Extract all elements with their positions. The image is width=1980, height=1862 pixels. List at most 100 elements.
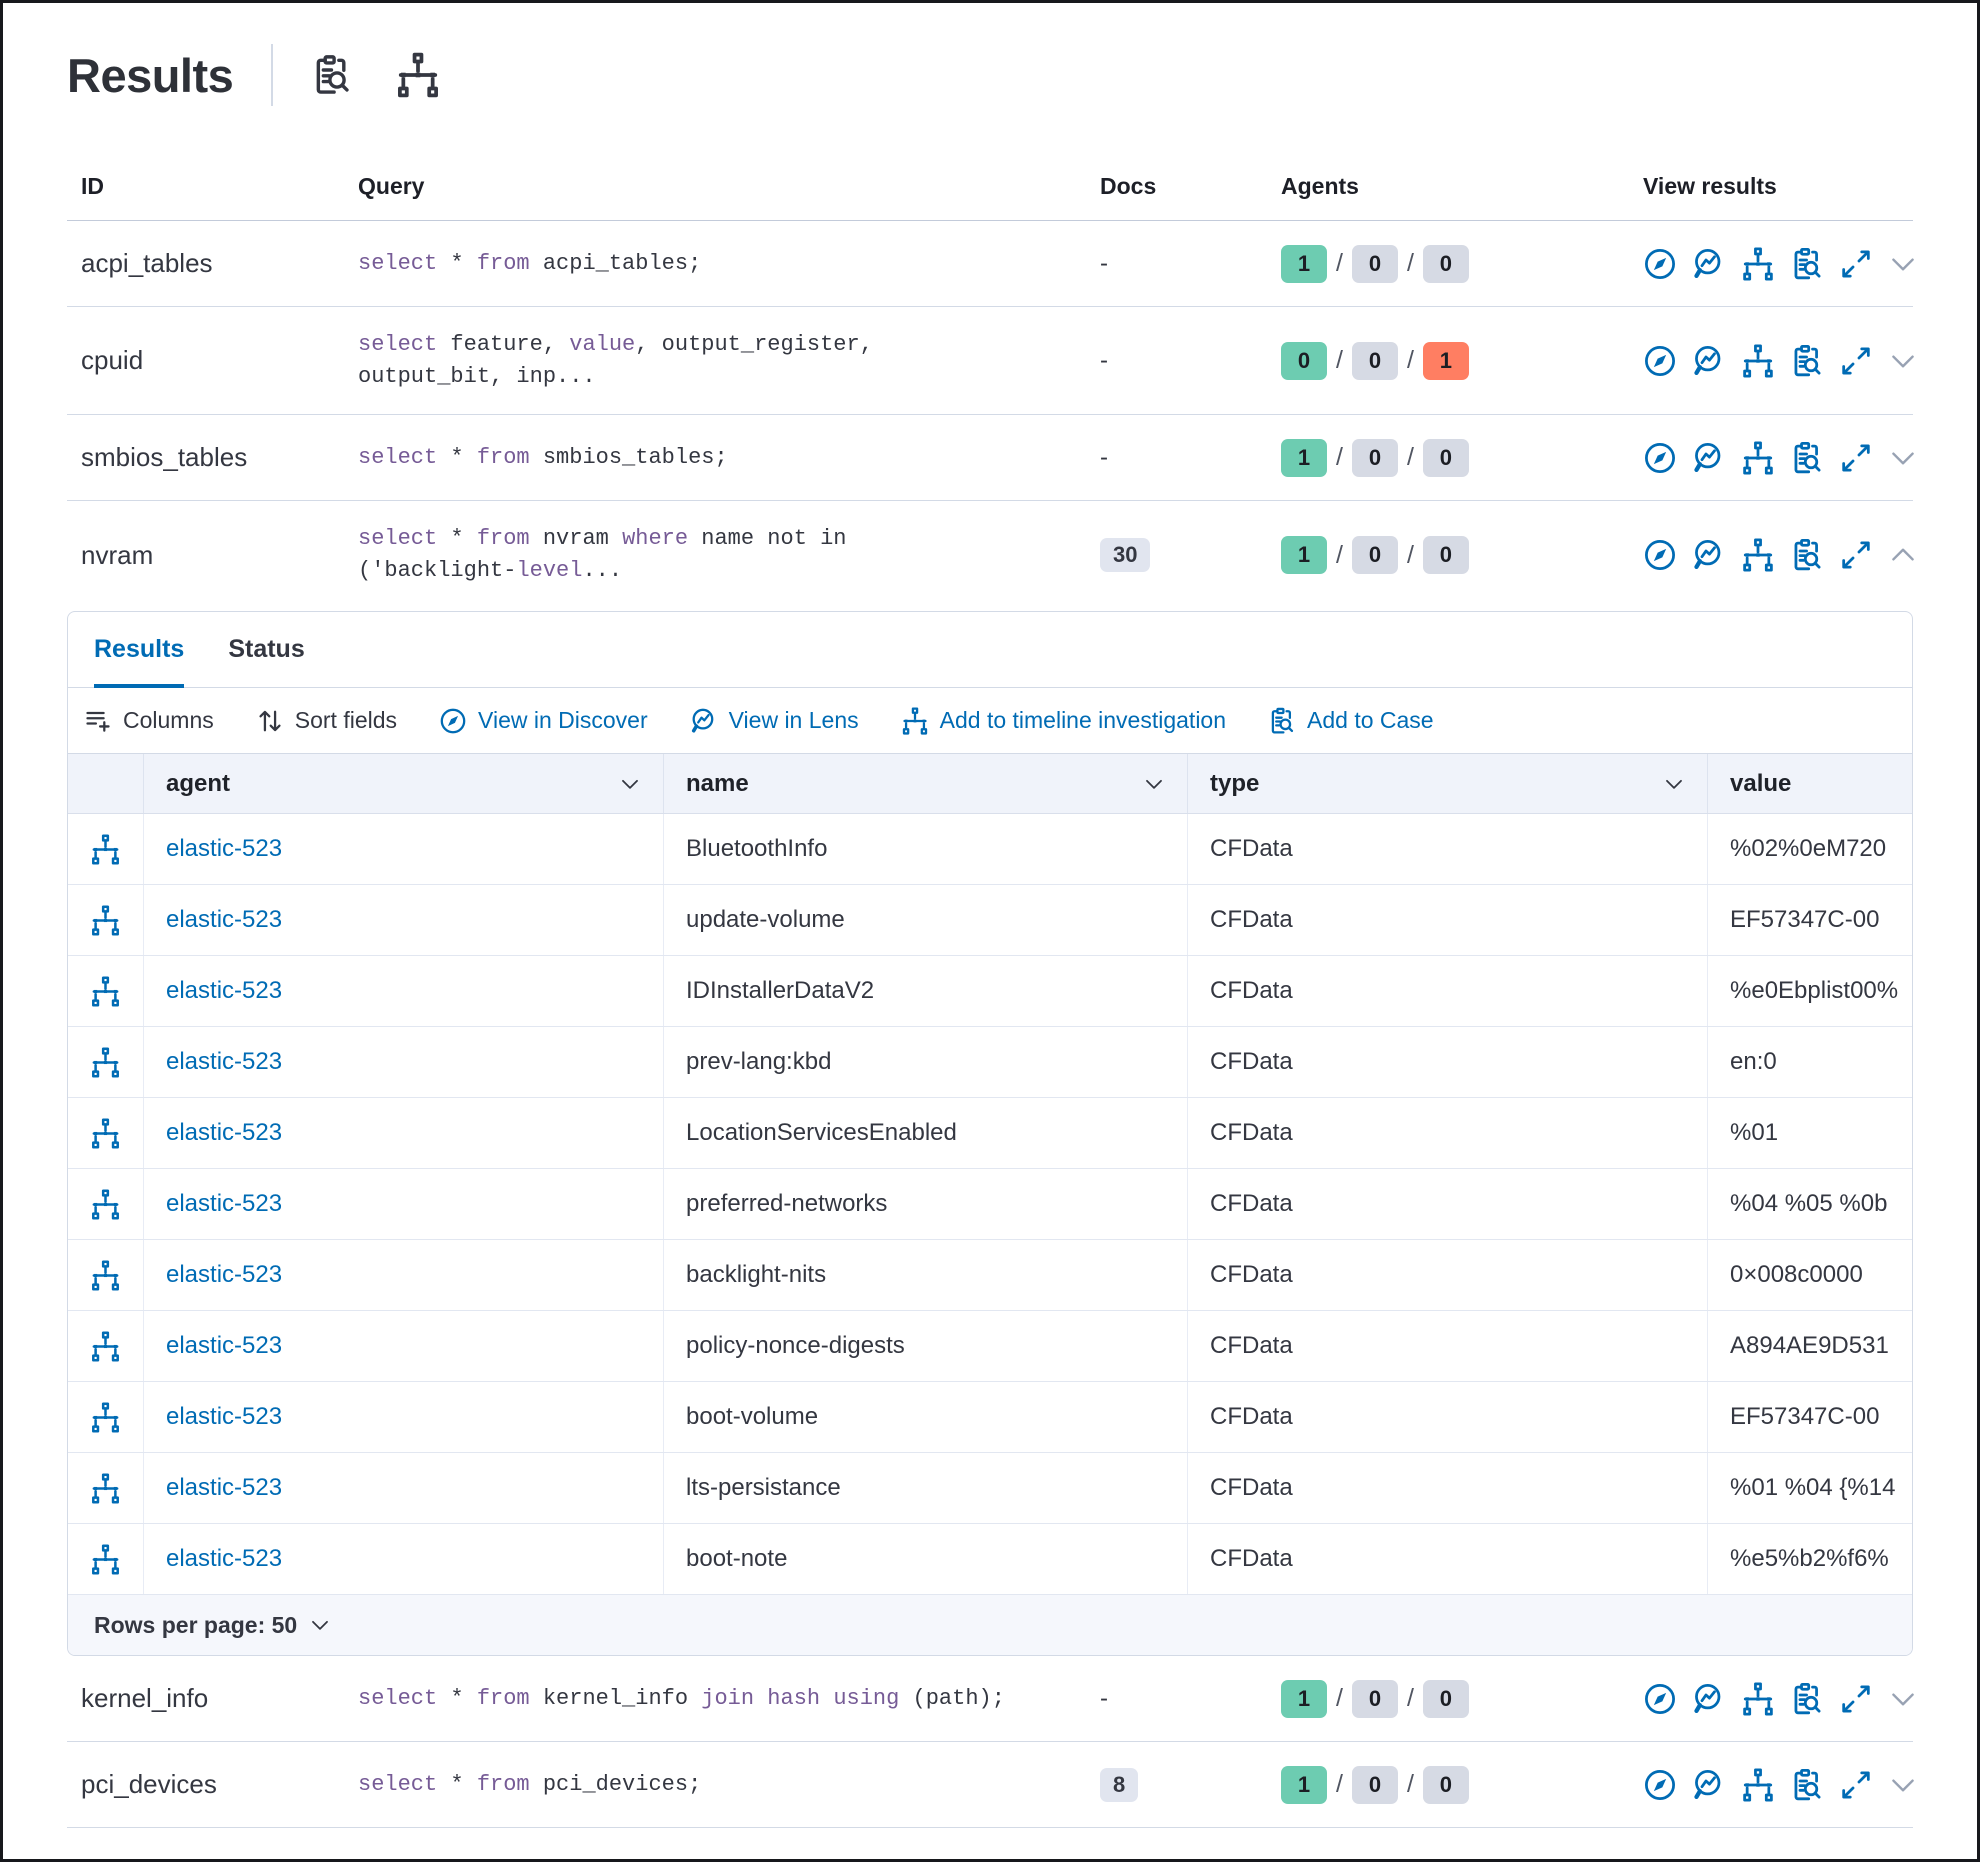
add-to-timeline-icon[interactable] (1741, 1682, 1775, 1716)
toolbar-sort-fields[interactable]: Sort fields (256, 707, 397, 735)
attach-to-case-icon[interactable] (311, 54, 353, 96)
agent-link[interactable]: elastic-523 (166, 1403, 283, 1430)
grid-header-agent[interactable]: agent (144, 754, 664, 813)
add-to-timeline-icon[interactable] (90, 1472, 121, 1504)
add-to-timeline-icon[interactable] (90, 1259, 121, 1291)
agent-link[interactable]: elastic-523 (166, 1332, 283, 1359)
agent-link[interactable]: elastic-523 (166, 1474, 283, 1501)
expand-icon[interactable] (1839, 1768, 1873, 1802)
add-to-timeline-icon[interactable] (90, 1117, 121, 1149)
result-value-cell: en:0 (1730, 1048, 1777, 1075)
toolbar-label: View in Lens (728, 707, 859, 733)
agent-link[interactable]: elastic-523 (166, 977, 283, 1004)
view-in-lens-icon[interactable] (1692, 1682, 1726, 1716)
toolbar-view-in-discover[interactable]: View in Discover (439, 707, 648, 735)
expand-row-chevron-icon[interactable] (1888, 249, 1918, 279)
expand-icon[interactable] (1839, 247, 1873, 281)
expand-icon[interactable] (1839, 1682, 1873, 1716)
toolbar-add-to-case[interactable]: Add to Case (1268, 707, 1434, 735)
toolbar-columns[interactable]: Columns (84, 707, 214, 735)
view-in-lens-icon[interactable] (1692, 1768, 1726, 1802)
timeline-icon[interactable] (395, 52, 441, 98)
view-in-lens-icon[interactable] (1692, 441, 1726, 475)
expand-row-chevron-icon[interactable] (1888, 346, 1918, 376)
sql-keyword: value (569, 331, 636, 357)
grid-header-type-label: type (1210, 769, 1260, 797)
rows-per-page-button[interactable]: Rows per page: 50 (94, 1612, 331, 1639)
add-to-timeline-icon[interactable] (1741, 1768, 1775, 1802)
view-in-discover-icon[interactable] (1643, 247, 1677, 281)
result-row-actions (68, 1240, 144, 1310)
tab-results[interactable]: Results (94, 612, 185, 688)
add-to-timeline-icon[interactable] (90, 1046, 121, 1078)
view-in-discover-icon[interactable] (1643, 1682, 1677, 1716)
add-to-timeline-icon[interactable] (90, 975, 121, 1007)
expand-icon[interactable] (1839, 441, 1873, 475)
expand-icon[interactable] (1839, 538, 1873, 572)
add-to-case-icon[interactable] (1790, 441, 1824, 475)
add-to-timeline-icon[interactable] (90, 1188, 121, 1220)
add-to-timeline-icon[interactable] (1741, 344, 1775, 378)
agents-separator: / (1336, 346, 1343, 374)
add-to-case-icon[interactable] (1790, 538, 1824, 572)
expand-row-chevron-icon[interactable] (1888, 1684, 1918, 1714)
agent-link[interactable]: elastic-523 (166, 1119, 283, 1146)
add-to-timeline-icon[interactable] (90, 1401, 121, 1433)
view-in-discover-icon[interactable] (1643, 441, 1677, 475)
result-row-actions (68, 1169, 144, 1239)
result-value-cell: %01 (1730, 1119, 1779, 1146)
expand-row-chevron-icon[interactable] (1888, 443, 1918, 473)
docs-cell: - (1100, 249, 1108, 277)
agent-link[interactable]: elastic-523 (166, 1545, 283, 1572)
query-id: kernel_info (81, 1683, 209, 1713)
agents-failed-badge: 0 (1422, 1679, 1469, 1718)
results-panel-tabs: Results Status (68, 612, 1912, 688)
view-in-lens-icon[interactable] (1692, 344, 1726, 378)
add-to-timeline-icon[interactable] (1741, 538, 1775, 572)
add-to-case-icon[interactable] (1790, 1768, 1824, 1802)
agents-failed-badge: 0 (1422, 438, 1469, 477)
result-type-cell: CFData (1188, 1240, 1708, 1310)
toolbar-add-to-timeline-investigation[interactable]: Add to timeline investigation (901, 706, 1226, 735)
result-row: elastic-523 LocationServicesEnabled CFData… (68, 1098, 1912, 1169)
add-to-timeline-icon[interactable] (90, 1330, 121, 1362)
add-to-case-icon[interactable] (1790, 247, 1824, 281)
result-agent-cell: elastic-523 (144, 1524, 664, 1594)
agent-link[interactable]: elastic-523 (166, 1190, 283, 1217)
add-to-timeline-icon[interactable] (90, 1543, 121, 1575)
sql-keyword: hash (767, 1685, 821, 1711)
add-to-timeline-icon[interactable] (1741, 247, 1775, 281)
sql-text: output_bit, inp... (358, 363, 596, 389)
view-in-discover-icon[interactable] (1643, 344, 1677, 378)
tab-status[interactable]: Status (228, 635, 305, 663)
agent-link[interactable]: elastic-523 (166, 835, 283, 862)
add-to-timeline-icon[interactable] (90, 833, 121, 865)
view-in-lens-icon[interactable] (1692, 247, 1726, 281)
results-toolbar: Columns Sort fields View in Discover View i… (68, 688, 1912, 754)
grid-header-type[interactable]: type (1188, 754, 1708, 813)
agents-separator: / (1406, 346, 1414, 374)
view-in-discover-icon[interactable] (1643, 538, 1677, 572)
grid-header-name[interactable]: name (664, 754, 1188, 813)
add-to-timeline-icon[interactable] (1741, 441, 1775, 475)
result-row: elastic-523 prev-lang:kbd CFData en:0 (68, 1027, 1912, 1098)
add-to-case-icon[interactable] (1790, 344, 1824, 378)
result-agent-cell: elastic-523 (144, 1311, 664, 1381)
view-in-discover-icon[interactable] (1643, 1768, 1677, 1802)
result-row: elastic-523 boot-volume CFData EF57347C-00 (68, 1382, 1912, 1453)
add-to-case-icon[interactable] (1790, 1682, 1824, 1716)
agent-link[interactable]: elastic-523 (166, 1048, 283, 1075)
expand-icon[interactable] (1839, 344, 1873, 378)
page-title: Results (67, 48, 234, 102)
add-to-timeline-icon[interactable] (90, 904, 121, 936)
result-type-cell: CFData (1188, 1027, 1708, 1097)
agent-link[interactable]: elastic-523 (166, 906, 283, 933)
agents-separator: / (1406, 540, 1414, 569)
expand-row-chevron-icon[interactable] (1888, 1770, 1918, 1800)
grid-header-value[interactable]: value (1708, 754, 1912, 813)
view-in-lens-icon[interactable] (1692, 538, 1726, 572)
toolbar-view-in-lens[interactable]: View in Lens (690, 707, 859, 735)
collapse-row-chevron-icon[interactable] (1888, 540, 1918, 570)
agent-link[interactable]: elastic-523 (166, 1261, 283, 1288)
result-agent-cell: elastic-523 (144, 1382, 664, 1452)
